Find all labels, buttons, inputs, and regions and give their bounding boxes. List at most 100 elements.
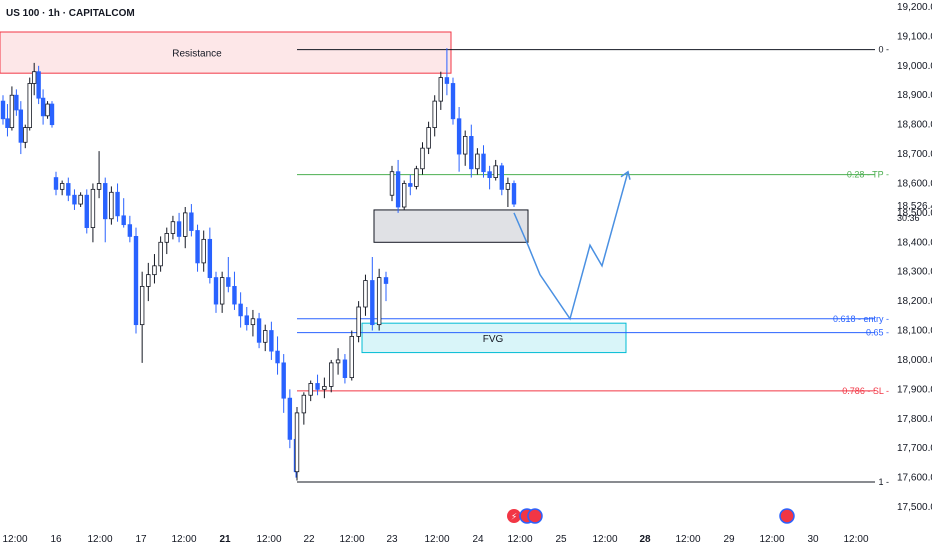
candle-body[interactable]	[103, 183, 108, 220]
us-flag-icon[interactable]	[527, 508, 543, 524]
candle-body[interactable]	[469, 136, 474, 170]
candle-body[interactable]	[335, 359, 341, 364]
candle-body[interactable]	[18, 109, 24, 143]
candle-body[interactable]	[78, 194, 83, 205]
candle-body[interactable]	[342, 359, 348, 378]
candle-body[interactable]	[401, 183, 407, 208]
candle-body[interactable]	[389, 171, 395, 196]
candle-body[interactable]	[183, 212, 188, 237]
candle-body[interactable]	[121, 215, 126, 226]
candle-body[interactable]	[31, 71, 37, 84]
candle-body[interactable]	[329, 362, 334, 387]
candle-body[interactable]	[322, 386, 327, 390]
candle-body[interactable]	[36, 71, 41, 99]
candle-body[interactable]	[14, 94, 19, 111]
candle-body[interactable]	[315, 383, 320, 390]
resistance-zone[interactable]	[0, 31, 452, 74]
candle-body[interactable]	[301, 394, 307, 414]
candle-body[interactable]	[59, 183, 65, 190]
time-tick-label: 22	[303, 534, 315, 545]
candle-body[interactable]	[511, 183, 517, 205]
candle-body[interactable]	[238, 303, 243, 317]
candle-body[interactable]	[438, 77, 443, 102]
candle-body[interactable]	[462, 136, 468, 155]
candle-body[interactable]	[0, 100, 6, 120]
candle-body[interactable]	[250, 318, 256, 326]
candle-body[interactable]	[72, 194, 77, 205]
candle-body[interactable]	[356, 306, 361, 337]
candle-body[interactable]	[23, 127, 28, 143]
us-flag-icon[interactable]	[779, 508, 795, 524]
candle-body[interactable]	[45, 103, 50, 117]
time-tick-label: 12:00	[843, 534, 868, 545]
candle-body[interactable]	[505, 183, 511, 190]
candle-body[interactable]	[408, 183, 413, 187]
candle-body[interactable]	[363, 280, 368, 308]
candle-body[interactable]	[420, 147, 425, 170]
candle-body[interactable]	[158, 241, 163, 267]
candle-body[interactable]	[201, 238, 206, 264]
candle-body[interactable]	[226, 277, 231, 287]
candle-body[interactable]	[232, 286, 237, 305]
candle-body[interactable]	[189, 212, 194, 231]
candle-body[interactable]	[195, 230, 200, 264]
candle-body[interactable]	[481, 153, 486, 173]
candle-body[interactable]	[493, 165, 498, 178]
candle-body[interactable]	[9, 94, 15, 128]
candle-body[interactable]	[109, 191, 114, 220]
candle-body[interactable]	[269, 330, 274, 352]
candle-body[interactable]	[275, 350, 280, 364]
candle-body[interactable]	[432, 100, 437, 128]
price-tick-label: 19,100.0	[897, 31, 932, 42]
candle-body[interactable]	[49, 103, 55, 126]
candle-body[interactable]	[27, 83, 32, 128]
candle-body[interactable]	[164, 233, 169, 243]
candle-body[interactable]	[213, 277, 219, 305]
order-block-zone[interactable]	[373, 209, 529, 243]
fib-label: 0.28 - TP -	[847, 170, 889, 180]
candle-body[interactable]	[287, 397, 293, 440]
candle-body[interactable]	[349, 336, 354, 378]
candle-body[interactable]	[450, 83, 456, 120]
candle-body[interactable]	[133, 236, 139, 326]
candle-body[interactable]	[244, 315, 249, 326]
candle-body[interactable]	[395, 171, 401, 208]
candle-body[interactable]	[256, 318, 262, 343]
candle-body[interactable]	[281, 362, 286, 399]
candle-body[interactable]	[5, 118, 10, 128]
candle-body[interactable]	[294, 412, 300, 473]
fvg-zone[interactable]	[361, 322, 627, 354]
candle-body[interactable]	[146, 274, 151, 287]
candle-body[interactable]	[376, 277, 382, 326]
candle-body[interactable]	[370, 280, 375, 326]
candle-body[interactable]	[456, 118, 462, 155]
candle-body[interactable]	[115, 191, 120, 217]
candle-body[interactable]	[127, 224, 133, 237]
candle-body[interactable]	[139, 286, 145, 326]
candle-body[interactable]	[444, 77, 450, 84]
candle-body[interactable]	[66, 183, 71, 196]
candle-body[interactable]	[219, 277, 225, 305]
candle-body[interactable]	[96, 183, 102, 190]
event-icons[interactable]: ⚡	[507, 508, 795, 524]
candle-body[interactable]	[207, 238, 213, 278]
candle-body[interactable]	[170, 221, 176, 234]
projection-line[interactable]	[513, 171, 629, 321]
candle-body[interactable]	[84, 194, 89, 228]
candle-body[interactable]	[152, 265, 157, 276]
candle-body[interactable]	[487, 171, 492, 178]
candle-body[interactable]	[90, 188, 96, 228]
time-tick-label: 29	[723, 534, 735, 545]
candle-body[interactable]	[383, 277, 389, 284]
candle-body[interactable]	[308, 383, 313, 396]
candle-body[interactable]	[414, 168, 419, 187]
candle-body[interactable]	[475, 153, 480, 170]
candle-body[interactable]	[263, 330, 268, 343]
candle-body[interactable]	[53, 177, 59, 190]
candle-body[interactable]	[40, 97, 46, 117]
candle-body[interactable]	[499, 165, 504, 190]
candle-body[interactable]	[176, 221, 182, 237]
candle-body[interactable]	[426, 127, 431, 149]
flash-event-icon[interactable]	[507, 509, 521, 523]
